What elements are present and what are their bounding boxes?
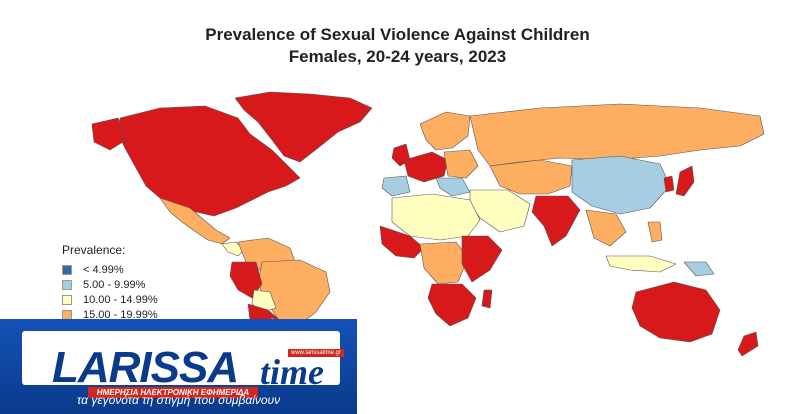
region-korea [663,175,675,193]
map-subtitle: Females, 20-24 years, 2023 [288,47,507,66]
region-west-africa [379,225,425,259]
legend-label: 10.00 - 14.99% [83,293,158,306]
legend-title: Prevalence: [62,243,126,257]
legend-swatch [62,294,72,305]
region-west-europe [403,151,449,183]
legend-item: 5.00 - 9.99% [62,277,158,292]
region-southern-africa [427,283,477,327]
region-middle-east [469,189,531,233]
region-india [531,195,581,247]
region-italy-balkans [435,177,471,197]
region-philippines [647,221,663,243]
region-peru [229,261,263,299]
legend-label: 15.00 - 19.99% [83,308,158,321]
map-title: Prevalence of Sexual Violence Against Ch… [205,25,590,44]
banner-tagline: τα γεγονότα τη στιγμή που συμβαίνουν [76,393,281,407]
region-central-africa [419,241,469,285]
logo-url: www.larissatime.gr [288,349,345,357]
legend-label: < 4.99% [83,263,124,276]
legend-label: 5.00 - 9.99% [83,278,146,291]
larissatime-banner[interactable]: LARISSA www.larissatime.gr time ΗΜΕΡΗΣΙΑ… [0,319,357,414]
region-central-asia [489,159,573,195]
logo-strip: ΗΜΕΡΗΣΙΑ ΗΛΕΚΤΡΟΝΙΚΗ ΕΦΗΜΕΡΙΔΑ [88,387,258,398]
region-bolivia [251,289,277,313]
region-greenland [234,91,373,163]
region-japan [675,165,695,197]
region-north-america [117,105,301,217]
logo-time-text: time [260,352,324,392]
legend-item: 10.00 - 14.99% [62,292,158,307]
region-indonesia [605,255,677,273]
legend-swatch [62,279,72,290]
legend-swatch [62,264,72,275]
region-madagascar [481,289,493,309]
legend-item: < 4.99% [62,262,158,277]
region-iberia [381,175,411,197]
region-central-america [221,241,245,257]
region-australia [631,281,721,343]
region-scandinavia [419,111,471,151]
region-alaska [91,117,127,151]
region-east-africa [461,235,503,283]
logo-text: LARISSA [52,343,239,392]
region-se-asia [585,209,627,247]
logo: LARISSA www.larissatime.gr time ΗΜΕΡΗΣΙΑ… [22,331,345,398]
region-new-zealand [737,331,759,357]
region-papua [683,261,715,277]
legend: Prevalence: < 4.99% 5.00 - 9.99% 10.00 -… [62,243,158,322]
legend-swatch [62,309,72,320]
region-china [571,155,671,215]
region-north-africa [391,193,481,241]
region-central-europe [443,149,479,179]
